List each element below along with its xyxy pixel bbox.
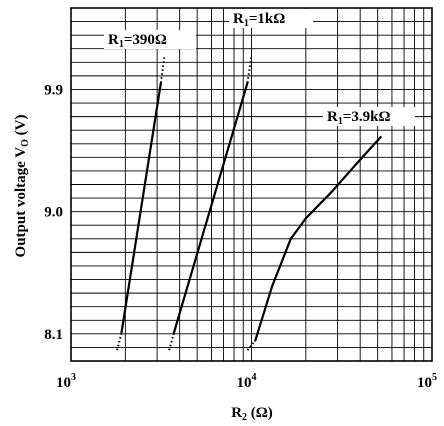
y-tick-label: 9.0 [44,205,63,221]
x-axis-title: R2 (Ω) [231,405,273,423]
series-label-background [229,9,313,28]
series-dotted-extension [168,333,175,351]
x-tick-label: 105 [417,372,437,391]
series-label: R1=1kΩ [233,11,285,29]
series-label-background [323,107,415,126]
y-axis-title: Output voltage VO (V) [13,115,31,258]
y-tick-label: 8.1 [44,327,63,343]
series-dotted-extension [116,333,123,351]
tick-labels: 8.1 9.0 9.9 103 104 105 [44,82,437,391]
series-group [116,55,382,351]
series-line [172,81,249,335]
x-tick-label: 103 [56,372,76,391]
series-label: R1=390Ω [108,32,167,50]
grid [71,8,432,361]
series-dotted-extension [246,55,253,83]
series-dotted-extension [159,55,166,83]
series-line [254,135,382,342]
series-labels: R1=390Ω R1=1kΩ R1=3.9kΩ [104,9,415,127]
series-label: R1=3.9kΩ [327,109,391,127]
x-tick-label: 104 [237,372,257,391]
plot-frame [70,7,433,362]
y-tick-label: 9.9 [44,82,63,98]
series-line [120,81,162,335]
series-label-background [104,30,196,49]
